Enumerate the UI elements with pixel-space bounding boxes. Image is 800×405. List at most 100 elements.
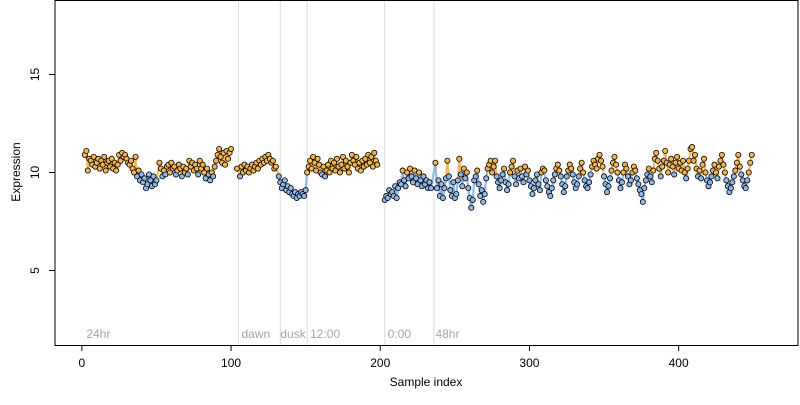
- data-point: [101, 153, 108, 160]
- data-point: [744, 177, 751, 184]
- data-point: [150, 173, 157, 180]
- data-point: [438, 181, 445, 188]
- data-point: [384, 194, 391, 201]
- data-point: [196, 157, 203, 164]
- data-point: [532, 177, 539, 184]
- data-point: [490, 163, 497, 170]
- data-point: [599, 163, 606, 170]
- data-point: [653, 149, 660, 156]
- data-point: [216, 145, 223, 152]
- segment-label: 48hr: [435, 327, 459, 341]
- data-point: [708, 173, 715, 180]
- data-point: [453, 191, 460, 198]
- data-point: [729, 179, 736, 186]
- data-point: [536, 187, 543, 194]
- data-point: [489, 169, 496, 176]
- data-point: [702, 169, 709, 176]
- data-point: [102, 167, 109, 174]
- data-point: [635, 181, 642, 188]
- data-point: [639, 198, 646, 205]
- data-point: [475, 181, 482, 188]
- data-point: [611, 153, 618, 160]
- data-point: [501, 165, 508, 172]
- data-point: [547, 193, 554, 200]
- data-point: [222, 161, 229, 168]
- data-point: [435, 177, 442, 184]
- x-tick-label: 400: [669, 356, 689, 370]
- data-point: [213, 157, 220, 164]
- data-point: [662, 147, 669, 154]
- data-point: [542, 177, 549, 184]
- line-segment: [471, 179, 476, 202]
- data-point: [416, 169, 423, 176]
- data-point: [614, 169, 621, 176]
- data-point: [598, 157, 605, 164]
- data-point: [269, 157, 276, 164]
- data-point: [472, 173, 479, 180]
- data-point: [612, 161, 619, 168]
- data-point: [344, 163, 351, 170]
- data-point: [714, 175, 721, 182]
- y-tick-label: 15: [28, 67, 42, 81]
- x-tick-label: 200: [370, 356, 390, 370]
- data-point: [465, 185, 472, 192]
- data-point: [138, 171, 145, 178]
- data-point: [357, 167, 364, 174]
- data-point: [83, 147, 90, 154]
- data-point: [659, 163, 666, 170]
- data-point: [593, 165, 600, 172]
- data-point: [720, 161, 727, 168]
- data-point: [575, 173, 582, 180]
- data-point: [551, 171, 558, 178]
- data-point: [237, 173, 244, 180]
- data-point: [445, 173, 452, 180]
- data-point: [457, 171, 464, 178]
- data-point: [468, 204, 475, 211]
- data-point: [683, 175, 690, 182]
- segment-label: 24hr: [86, 327, 110, 341]
- data-point: [228, 145, 235, 152]
- data-point: [718, 151, 725, 158]
- data-point: [207, 177, 214, 184]
- data-point: [733, 159, 740, 166]
- data-point: [669, 163, 676, 170]
- data-point: [499, 171, 506, 178]
- data-point: [650, 167, 657, 174]
- data-point: [601, 173, 608, 180]
- data-point: [507, 169, 514, 176]
- data-point: [402, 183, 409, 190]
- data-point: [393, 194, 400, 201]
- data-point: [496, 185, 503, 192]
- data-point: [748, 151, 755, 158]
- data-point: [108, 155, 115, 162]
- data-point: [548, 185, 555, 192]
- data-point: [195, 171, 202, 178]
- data-point: [578, 159, 585, 166]
- data-point: [117, 157, 124, 164]
- data-point: [184, 171, 191, 178]
- data-point: [433, 185, 440, 192]
- data-point: [96, 165, 103, 172]
- segment-label: 0:00: [388, 327, 412, 341]
- data-point: [353, 153, 360, 160]
- data-point: [462, 175, 469, 182]
- data-point: [681, 169, 688, 176]
- y-tick-label: 5: [28, 267, 42, 274]
- data-point: [696, 167, 703, 174]
- data-point: [633, 175, 640, 182]
- data-point: [596, 151, 603, 158]
- data-point: [322, 173, 329, 180]
- data-point: [427, 185, 434, 192]
- data-point: [712, 169, 719, 176]
- data-point: [493, 173, 500, 180]
- data-point: [580, 169, 587, 176]
- data-point: [474, 167, 481, 174]
- data-point: [153, 177, 160, 184]
- data-point: [210, 173, 217, 180]
- data-point: [554, 161, 561, 168]
- data-point: [717, 157, 724, 164]
- data-point: [326, 169, 333, 176]
- x-tick-label: 300: [519, 356, 539, 370]
